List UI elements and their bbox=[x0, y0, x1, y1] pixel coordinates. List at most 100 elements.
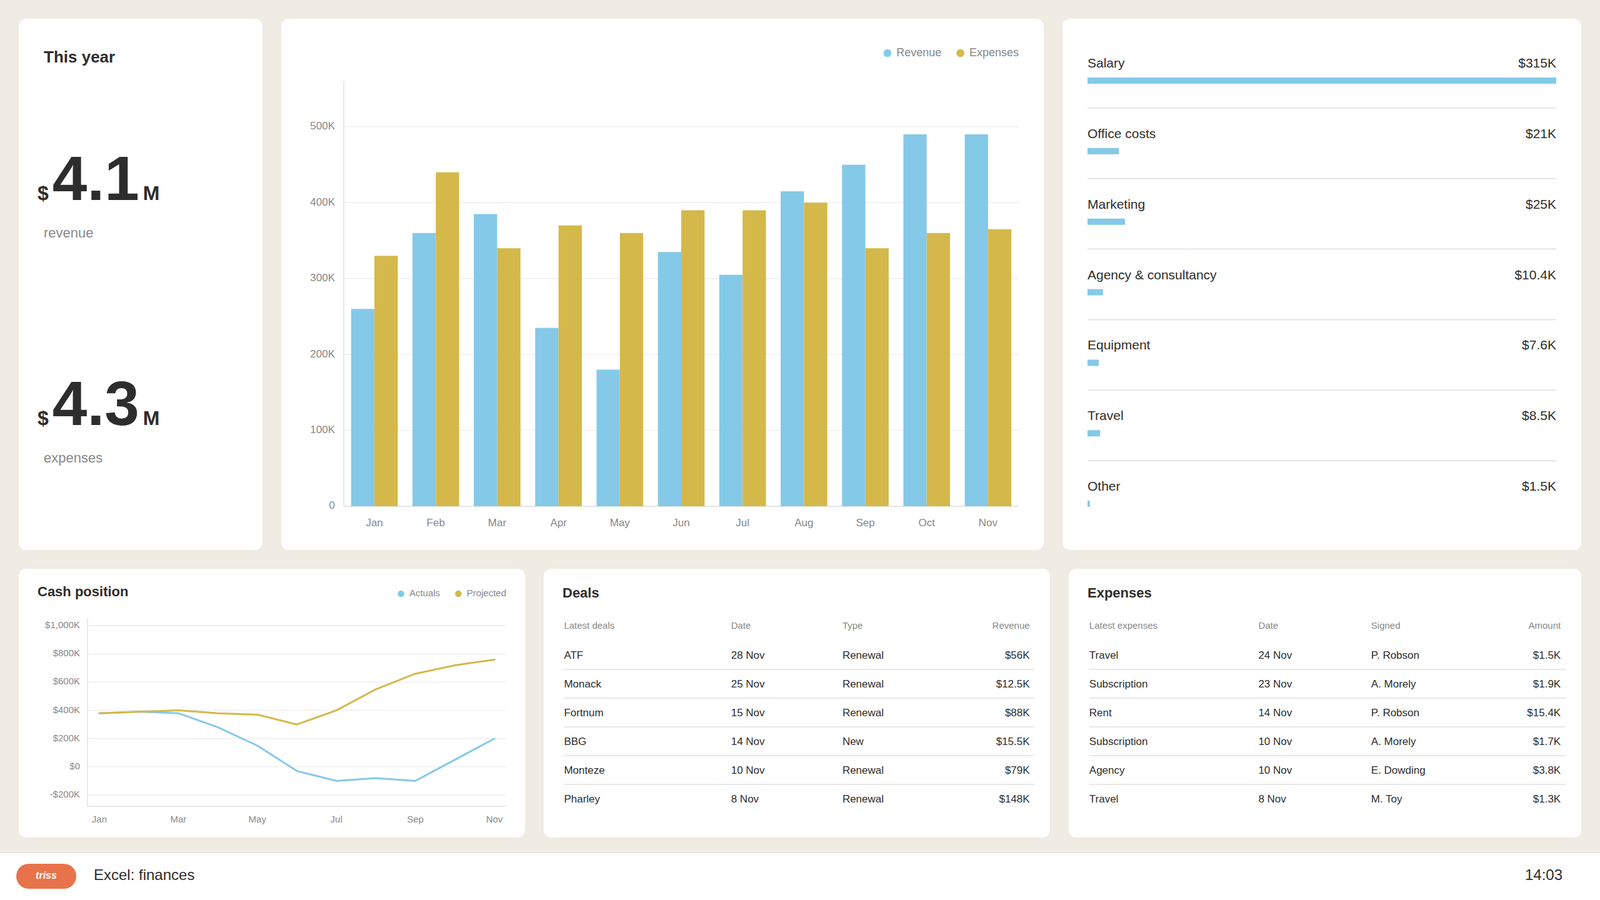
table-cell: A. Morely bbox=[1371, 678, 1417, 690]
x-tick-label: Nov bbox=[486, 813, 504, 825]
table-cell: Pharley bbox=[563, 793, 600, 805]
amount-label: $1.5K bbox=[1521, 478, 1557, 494]
bar bbox=[903, 134, 927, 507]
bar-chart: 0100K200K300K400K500KJanFebMarAprMayJunJ… bbox=[310, 46, 1019, 529]
table-cell: 28 Nov bbox=[731, 649, 765, 662]
kpi-prefix: $ bbox=[37, 181, 49, 205]
y-tick-label: $0 bbox=[69, 760, 80, 772]
amount-label: $25K bbox=[1525, 196, 1557, 212]
separator bbox=[1087, 319, 1557, 321]
bar bbox=[1087, 148, 1119, 155]
table-cell: New bbox=[842, 735, 865, 748]
table-title: Expenses bbox=[1087, 585, 1152, 601]
bar bbox=[1087, 430, 1100, 437]
x-tick-label: Sep bbox=[855, 516, 875, 529]
separator bbox=[1089, 697, 1567, 699]
breakdown-chart: Salary$315KOffice costs$21KMarketing$25K… bbox=[1087, 55, 1557, 507]
bar bbox=[351, 308, 375, 507]
separator bbox=[1089, 755, 1567, 757]
footer-title: Excel: finances bbox=[93, 866, 195, 884]
dashboard: This year$4.1Mrevenue$4.3Mexpenses0100K2… bbox=[0, 0, 1600, 900]
kpi-label: expenses bbox=[43, 450, 103, 466]
table-cell: Renewal bbox=[842, 793, 884, 805]
amount-label: $7.6K bbox=[1521, 337, 1557, 352]
separator bbox=[1089, 783, 1567, 785]
separator bbox=[1087, 390, 1557, 392]
table: DealsLatest dealsDateTypeRevenueATF28 No… bbox=[562, 585, 1035, 805]
table-cell: Agency bbox=[1089, 764, 1125, 777]
bar bbox=[535, 328, 559, 507]
grid-line bbox=[87, 681, 507, 684]
table-cell: 15 Nov bbox=[731, 706, 765, 719]
column-header: Date bbox=[731, 620, 752, 631]
kpi-value: 4.1 bbox=[52, 143, 140, 214]
bar bbox=[412, 233, 436, 507]
card bbox=[281, 18, 1044, 550]
amount-label: $315K bbox=[1518, 55, 1557, 70]
bar bbox=[780, 191, 804, 507]
y-tick-label: 400K bbox=[310, 196, 335, 209]
y-axis-line bbox=[86, 618, 89, 807]
background bbox=[0, 0, 1600, 900]
table-cell: $79K bbox=[1005, 764, 1030, 777]
footer: trissExcel: finances14:03 bbox=[0, 852, 1600, 900]
line bbox=[99, 659, 495, 725]
bar bbox=[1087, 77, 1557, 84]
grid-line bbox=[87, 625, 507, 627]
amount-label: $21K bbox=[1525, 126, 1557, 141]
table-cell: 10 Nov bbox=[1258, 735, 1292, 748]
line-chart: Cash position-$200K$0$200K$400K$600K$800… bbox=[37, 583, 507, 825]
legend-label: Revenue bbox=[896, 46, 942, 59]
table-cell: P. Robson bbox=[1371, 706, 1420, 719]
bar bbox=[1087, 500, 1090, 507]
separator bbox=[1087, 460, 1557, 462]
table-title: Deals bbox=[562, 585, 600, 601]
column-header: Latest deals bbox=[563, 620, 615, 631]
logo bbox=[16, 863, 77, 889]
table-cell: $1.3K bbox=[1533, 793, 1562, 805]
column-header: Signed bbox=[1371, 620, 1401, 631]
category-label: Equipment bbox=[1087, 337, 1151, 352]
bar bbox=[1087, 218, 1125, 225]
separator bbox=[563, 668, 1035, 670]
table: ExpensesLatest expensesDateSignedAmountT… bbox=[1087, 585, 1566, 805]
table-cell: 14 Nov bbox=[731, 735, 765, 748]
y-tick-label: $1,000K bbox=[45, 619, 80, 630]
separator bbox=[1089, 726, 1567, 728]
bar bbox=[596, 369, 620, 507]
separator bbox=[563, 783, 1035, 785]
bar bbox=[719, 275, 743, 507]
table-cell: 10 Nov bbox=[1258, 764, 1292, 777]
table-cell: Renewal bbox=[842, 706, 884, 719]
kpi-suffix: M bbox=[143, 181, 160, 205]
category-label: Office costs bbox=[1087, 126, 1156, 141]
legend-marker bbox=[397, 590, 405, 598]
table-cell: 24 Nov bbox=[1258, 649, 1292, 662]
legend-marker bbox=[455, 590, 462, 598]
x-tick-label: Jan bbox=[365, 516, 383, 529]
bars bbox=[1087, 77, 1557, 507]
table-cell: Monteze bbox=[563, 764, 605, 777]
kpi-label: revenue bbox=[43, 225, 94, 241]
card bbox=[543, 568, 1050, 838]
grid-line bbox=[87, 738, 507, 740]
card bbox=[1068, 568, 1582, 838]
bar bbox=[1087, 289, 1104, 296]
table-cell: Renewal bbox=[842, 678, 884, 690]
kpi-value: 4.3 bbox=[52, 368, 140, 439]
table-cell: Renewal bbox=[842, 649, 884, 662]
bar bbox=[681, 210, 705, 507]
x-tick-label: Jan bbox=[91, 813, 107, 825]
x-tick-label: Mar bbox=[488, 516, 507, 529]
table-cell: Fortnum bbox=[563, 706, 604, 719]
bar bbox=[435, 172, 459, 507]
line bbox=[99, 711, 495, 782]
x-tick-label: Feb bbox=[426, 516, 445, 529]
y-tick-label: 200K bbox=[310, 348, 335, 360]
bar bbox=[865, 248, 889, 507]
card bbox=[1062, 18, 1582, 550]
y-tick-label: $200K bbox=[53, 732, 80, 744]
kpi-card: This year$4.1Mrevenue$4.3Mexpenses bbox=[37, 47, 160, 466]
card bbox=[18, 568, 525, 838]
table-cell: 8 Nov bbox=[731, 793, 760, 805]
